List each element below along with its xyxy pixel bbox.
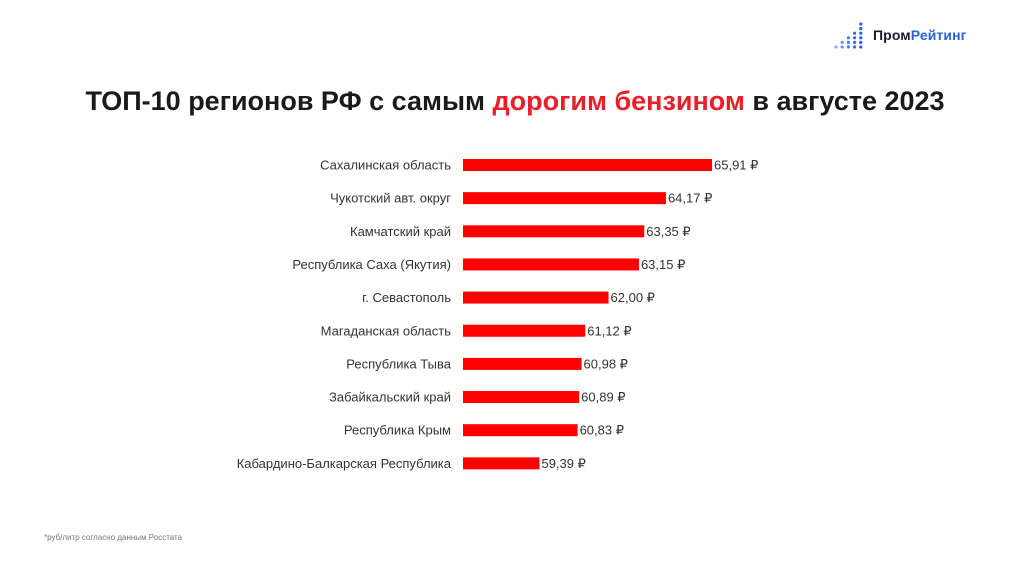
- logo-dot: [846, 40, 850, 44]
- logo-text: ПромРейтинг: [873, 27, 967, 43]
- bar: [463, 457, 540, 470]
- bar: [463, 291, 609, 304]
- title-before: ТОП-10 регионов РФ с самым: [85, 86, 493, 116]
- value-label: 62,00 ₽: [611, 290, 655, 305]
- category-label: Республика Крым: [344, 423, 451, 438]
- value-label: 61,12 ₽: [587, 323, 631, 338]
- logo-text-part1: Пром: [873, 27, 911, 43]
- logo-dot: [859, 27, 863, 31]
- value-label: 60,98 ₽: [584, 356, 628, 371]
- logo-dot: [859, 45, 863, 49]
- logo-dot: [853, 40, 857, 44]
- category-label: Республика Тыва: [346, 356, 452, 371]
- logo-dot: [859, 31, 863, 35]
- bar: [463, 391, 580, 404]
- logo: ПромРейтинг: [833, 20, 967, 50]
- category-label: Сахалинская область: [320, 158, 451, 173]
- logo-text-part2: Рейтинг: [910, 27, 967, 43]
- category-label: Магаданская область: [321, 323, 452, 338]
- footnote: *руб/литр согласно данным Росстата: [44, 533, 183, 542]
- category-label: Камчатский край: [350, 224, 451, 239]
- bar: [463, 159, 712, 171]
- bar: [463, 424, 578, 437]
- value-label: 65,91 ₽: [714, 158, 758, 173]
- value-label: 64,17 ₽: [668, 191, 712, 206]
- logo-dot: [853, 45, 857, 49]
- logo-dot: [834, 45, 838, 49]
- logo-dot: [853, 31, 857, 35]
- logo-dot: [859, 40, 863, 44]
- dot-grid-icon: [834, 22, 863, 49]
- bar: [463, 225, 645, 238]
- category-label: Республика Саха (Якутия): [292, 257, 451, 272]
- value-label: 63,35 ₽: [646, 224, 690, 239]
- bar: [463, 324, 586, 337]
- category-label: Забайкальский край: [329, 390, 451, 405]
- category-label: Кабардино-Балкарская Республика: [237, 456, 452, 471]
- logo-dot: [859, 36, 863, 40]
- logo-dot: [840, 40, 844, 44]
- logo-dot: [840, 45, 844, 49]
- value-label: 60,83 ₽: [580, 423, 624, 438]
- logo-dot: [853, 36, 857, 40]
- category-label: г. Севастополь: [362, 290, 451, 305]
- value-label: 59,39 ₽: [541, 456, 585, 471]
- category-label: Чукотский авт. округ: [330, 191, 451, 206]
- bar: [463, 357, 582, 370]
- value-label: 63,15 ₽: [641, 257, 685, 272]
- title-after: в августе 2023: [744, 86, 945, 116]
- title-highlight: дорогим бензином: [492, 86, 745, 116]
- page-title: ТОП-10 регионов РФ с самым дорогим бензи…: [0, 86, 1030, 117]
- logo-dot: [859, 22, 863, 26]
- bar: [463, 192, 666, 205]
- value-label: 60,89 ₽: [581, 390, 625, 405]
- logo-dot: [846, 36, 850, 40]
- logo-dot: [846, 45, 850, 49]
- bar: [463, 258, 639, 271]
